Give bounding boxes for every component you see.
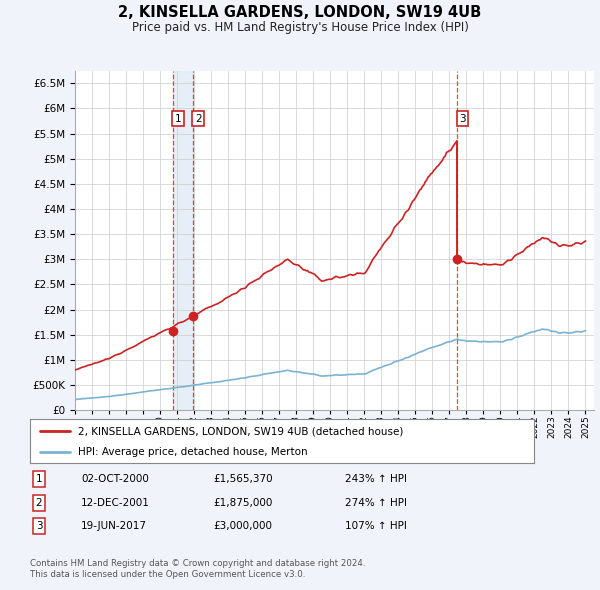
Text: £3,000,000: £3,000,000 bbox=[213, 522, 272, 531]
Text: 2, KINSELLA GARDENS, LONDON, SW19 4UB: 2, KINSELLA GARDENS, LONDON, SW19 4UB bbox=[118, 5, 482, 19]
Text: 2, KINSELLA GARDENS, LONDON, SW19 4UB (detached house): 2, KINSELLA GARDENS, LONDON, SW19 4UB (d… bbox=[78, 427, 403, 436]
Text: £1,565,370: £1,565,370 bbox=[213, 474, 272, 484]
Text: 274% ↑ HPI: 274% ↑ HPI bbox=[345, 498, 407, 507]
Text: 107% ↑ HPI: 107% ↑ HPI bbox=[345, 522, 407, 531]
Text: 3: 3 bbox=[35, 522, 43, 531]
Text: 19-JUN-2017: 19-JUN-2017 bbox=[81, 522, 147, 531]
Text: £1,875,000: £1,875,000 bbox=[213, 498, 272, 507]
Bar bbox=[173, 71, 193, 410]
Text: 2: 2 bbox=[195, 113, 202, 123]
Text: Contains HM Land Registry data © Crown copyright and database right 2024.: Contains HM Land Registry data © Crown c… bbox=[30, 559, 365, 568]
Text: 1: 1 bbox=[175, 113, 182, 123]
Text: 1: 1 bbox=[35, 474, 43, 484]
Text: 2: 2 bbox=[35, 498, 43, 507]
Text: 3: 3 bbox=[459, 113, 466, 123]
Text: 12-DEC-2001: 12-DEC-2001 bbox=[81, 498, 150, 507]
Text: HPI: Average price, detached house, Merton: HPI: Average price, detached house, Mert… bbox=[78, 447, 308, 457]
Text: 243% ↑ HPI: 243% ↑ HPI bbox=[345, 474, 407, 484]
Text: This data is licensed under the Open Government Licence v3.0.: This data is licensed under the Open Gov… bbox=[30, 571, 305, 579]
Text: 02-OCT-2000: 02-OCT-2000 bbox=[81, 474, 149, 484]
Text: Price paid vs. HM Land Registry's House Price Index (HPI): Price paid vs. HM Land Registry's House … bbox=[131, 21, 469, 34]
